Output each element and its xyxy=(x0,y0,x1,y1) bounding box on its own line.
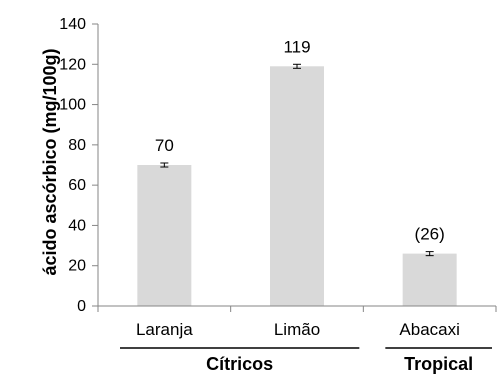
bar xyxy=(402,253,457,306)
x-category-label: Laranja xyxy=(136,320,193,339)
y-tick-label: 140 xyxy=(59,16,86,33)
y-tick-label: 20 xyxy=(68,258,86,275)
y-tick-label: 40 xyxy=(68,217,86,234)
group-label: Cítricos xyxy=(206,354,273,374)
y-tick-label: 60 xyxy=(68,177,86,194)
bar xyxy=(270,66,324,306)
bars: 70 119 (26) xyxy=(137,37,457,306)
y-axis: 0 20 40 60 80 100 120 140 xyxy=(59,16,99,315)
group-label: Tropical xyxy=(404,354,473,374)
bar xyxy=(137,165,192,306)
data-label: 119 xyxy=(283,37,310,56)
category-groups: Cítricos Tropical xyxy=(120,347,492,374)
y-tick-label: 100 xyxy=(59,97,86,114)
data-label: (26) xyxy=(415,225,445,244)
x-category-label: Abacaxi xyxy=(399,320,459,339)
x-axis: Laranja Limão Abacaxi xyxy=(97,305,497,339)
y-tick-label: 0 xyxy=(77,298,86,315)
data-label: 70 xyxy=(155,136,174,155)
y-tick-label: 80 xyxy=(68,137,86,154)
x-category-label: Limão xyxy=(274,320,320,339)
y-tick-label: 120 xyxy=(59,56,86,73)
y-axis-title: ácido ascórbico (mg/100g) xyxy=(40,48,60,275)
